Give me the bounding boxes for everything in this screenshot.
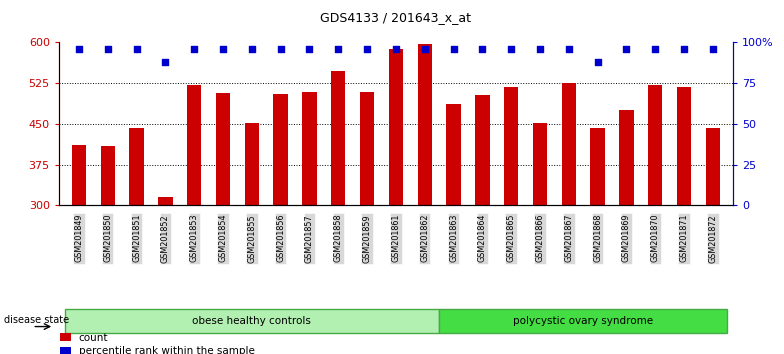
Point [505, 46, 517, 52]
Bar [303, 92, 317, 205]
Text: GSM201867: GSM201867 [564, 214, 573, 263]
Bar [418, 44, 432, 205]
Text: GSM201861: GSM201861 [391, 214, 401, 262]
Text: GSM201850: GSM201850 [103, 214, 112, 263]
Text: polycystic ovary syndrome: polycystic ovary syndrome [514, 316, 653, 326]
Point [563, 46, 575, 52]
Text: GSM201865: GSM201865 [506, 214, 516, 263]
Point [159, 59, 172, 65]
Point [332, 46, 344, 52]
Text: GSM201870: GSM201870 [651, 214, 660, 263]
Point [476, 46, 488, 52]
Bar [129, 128, 143, 205]
Bar [158, 197, 172, 205]
Bar [439, 309, 728, 333]
Bar [475, 95, 489, 205]
Bar [331, 71, 346, 205]
Point [706, 46, 719, 52]
Text: GSM201854: GSM201854 [219, 214, 227, 263]
Text: GSM201872: GSM201872 [709, 214, 717, 263]
Legend: count, percentile rank within the sample: count, percentile rank within the sample [60, 333, 255, 354]
Point [419, 46, 431, 52]
Bar [561, 83, 576, 205]
Point [678, 46, 691, 52]
Text: obese healthy controls: obese healthy controls [192, 316, 311, 326]
Bar [446, 104, 461, 205]
Text: GSM201869: GSM201869 [622, 214, 631, 263]
Text: GSM201863: GSM201863 [449, 214, 458, 262]
Bar [648, 85, 662, 205]
Bar [100, 145, 115, 205]
Bar [389, 49, 403, 205]
Bar [590, 128, 604, 205]
Bar [504, 87, 518, 205]
Point [620, 46, 633, 52]
Point [274, 46, 287, 52]
Point [188, 46, 201, 52]
Text: GSM201857: GSM201857 [305, 214, 314, 263]
Bar [72, 144, 86, 205]
Bar [360, 92, 374, 205]
Text: GSM201864: GSM201864 [478, 214, 487, 262]
Text: GSM201859: GSM201859 [363, 214, 372, 263]
Point [390, 46, 402, 52]
Text: GSM201871: GSM201871 [680, 214, 688, 263]
Point [130, 46, 143, 52]
Point [303, 46, 316, 52]
Point [591, 59, 604, 65]
Point [216, 46, 229, 52]
Point [649, 46, 662, 52]
Text: disease state: disease state [4, 315, 69, 325]
Text: GSM201849: GSM201849 [74, 214, 83, 263]
Bar [619, 110, 633, 205]
Bar [64, 309, 439, 333]
Text: GSM201852: GSM201852 [161, 214, 170, 263]
Bar [677, 87, 691, 205]
Point [448, 46, 460, 52]
Text: GSM201868: GSM201868 [593, 214, 602, 262]
Point [101, 46, 114, 52]
Point [245, 46, 258, 52]
Bar [274, 94, 288, 205]
Text: GSM201855: GSM201855 [247, 214, 256, 263]
Text: GSM201866: GSM201866 [535, 214, 545, 262]
Bar [216, 93, 230, 205]
Bar [187, 85, 201, 205]
Bar [706, 128, 720, 205]
Text: GSM201858: GSM201858 [334, 214, 343, 263]
Point [73, 46, 85, 52]
Bar [533, 123, 547, 205]
Point [534, 46, 546, 52]
Bar [245, 123, 259, 205]
Text: GSM201856: GSM201856 [276, 214, 285, 263]
Point [361, 46, 373, 52]
Text: GDS4133 / 201643_x_at: GDS4133 / 201643_x_at [321, 11, 471, 24]
Text: GSM201862: GSM201862 [420, 214, 429, 263]
Text: GSM201851: GSM201851 [132, 214, 141, 263]
Text: GSM201853: GSM201853 [190, 214, 198, 263]
